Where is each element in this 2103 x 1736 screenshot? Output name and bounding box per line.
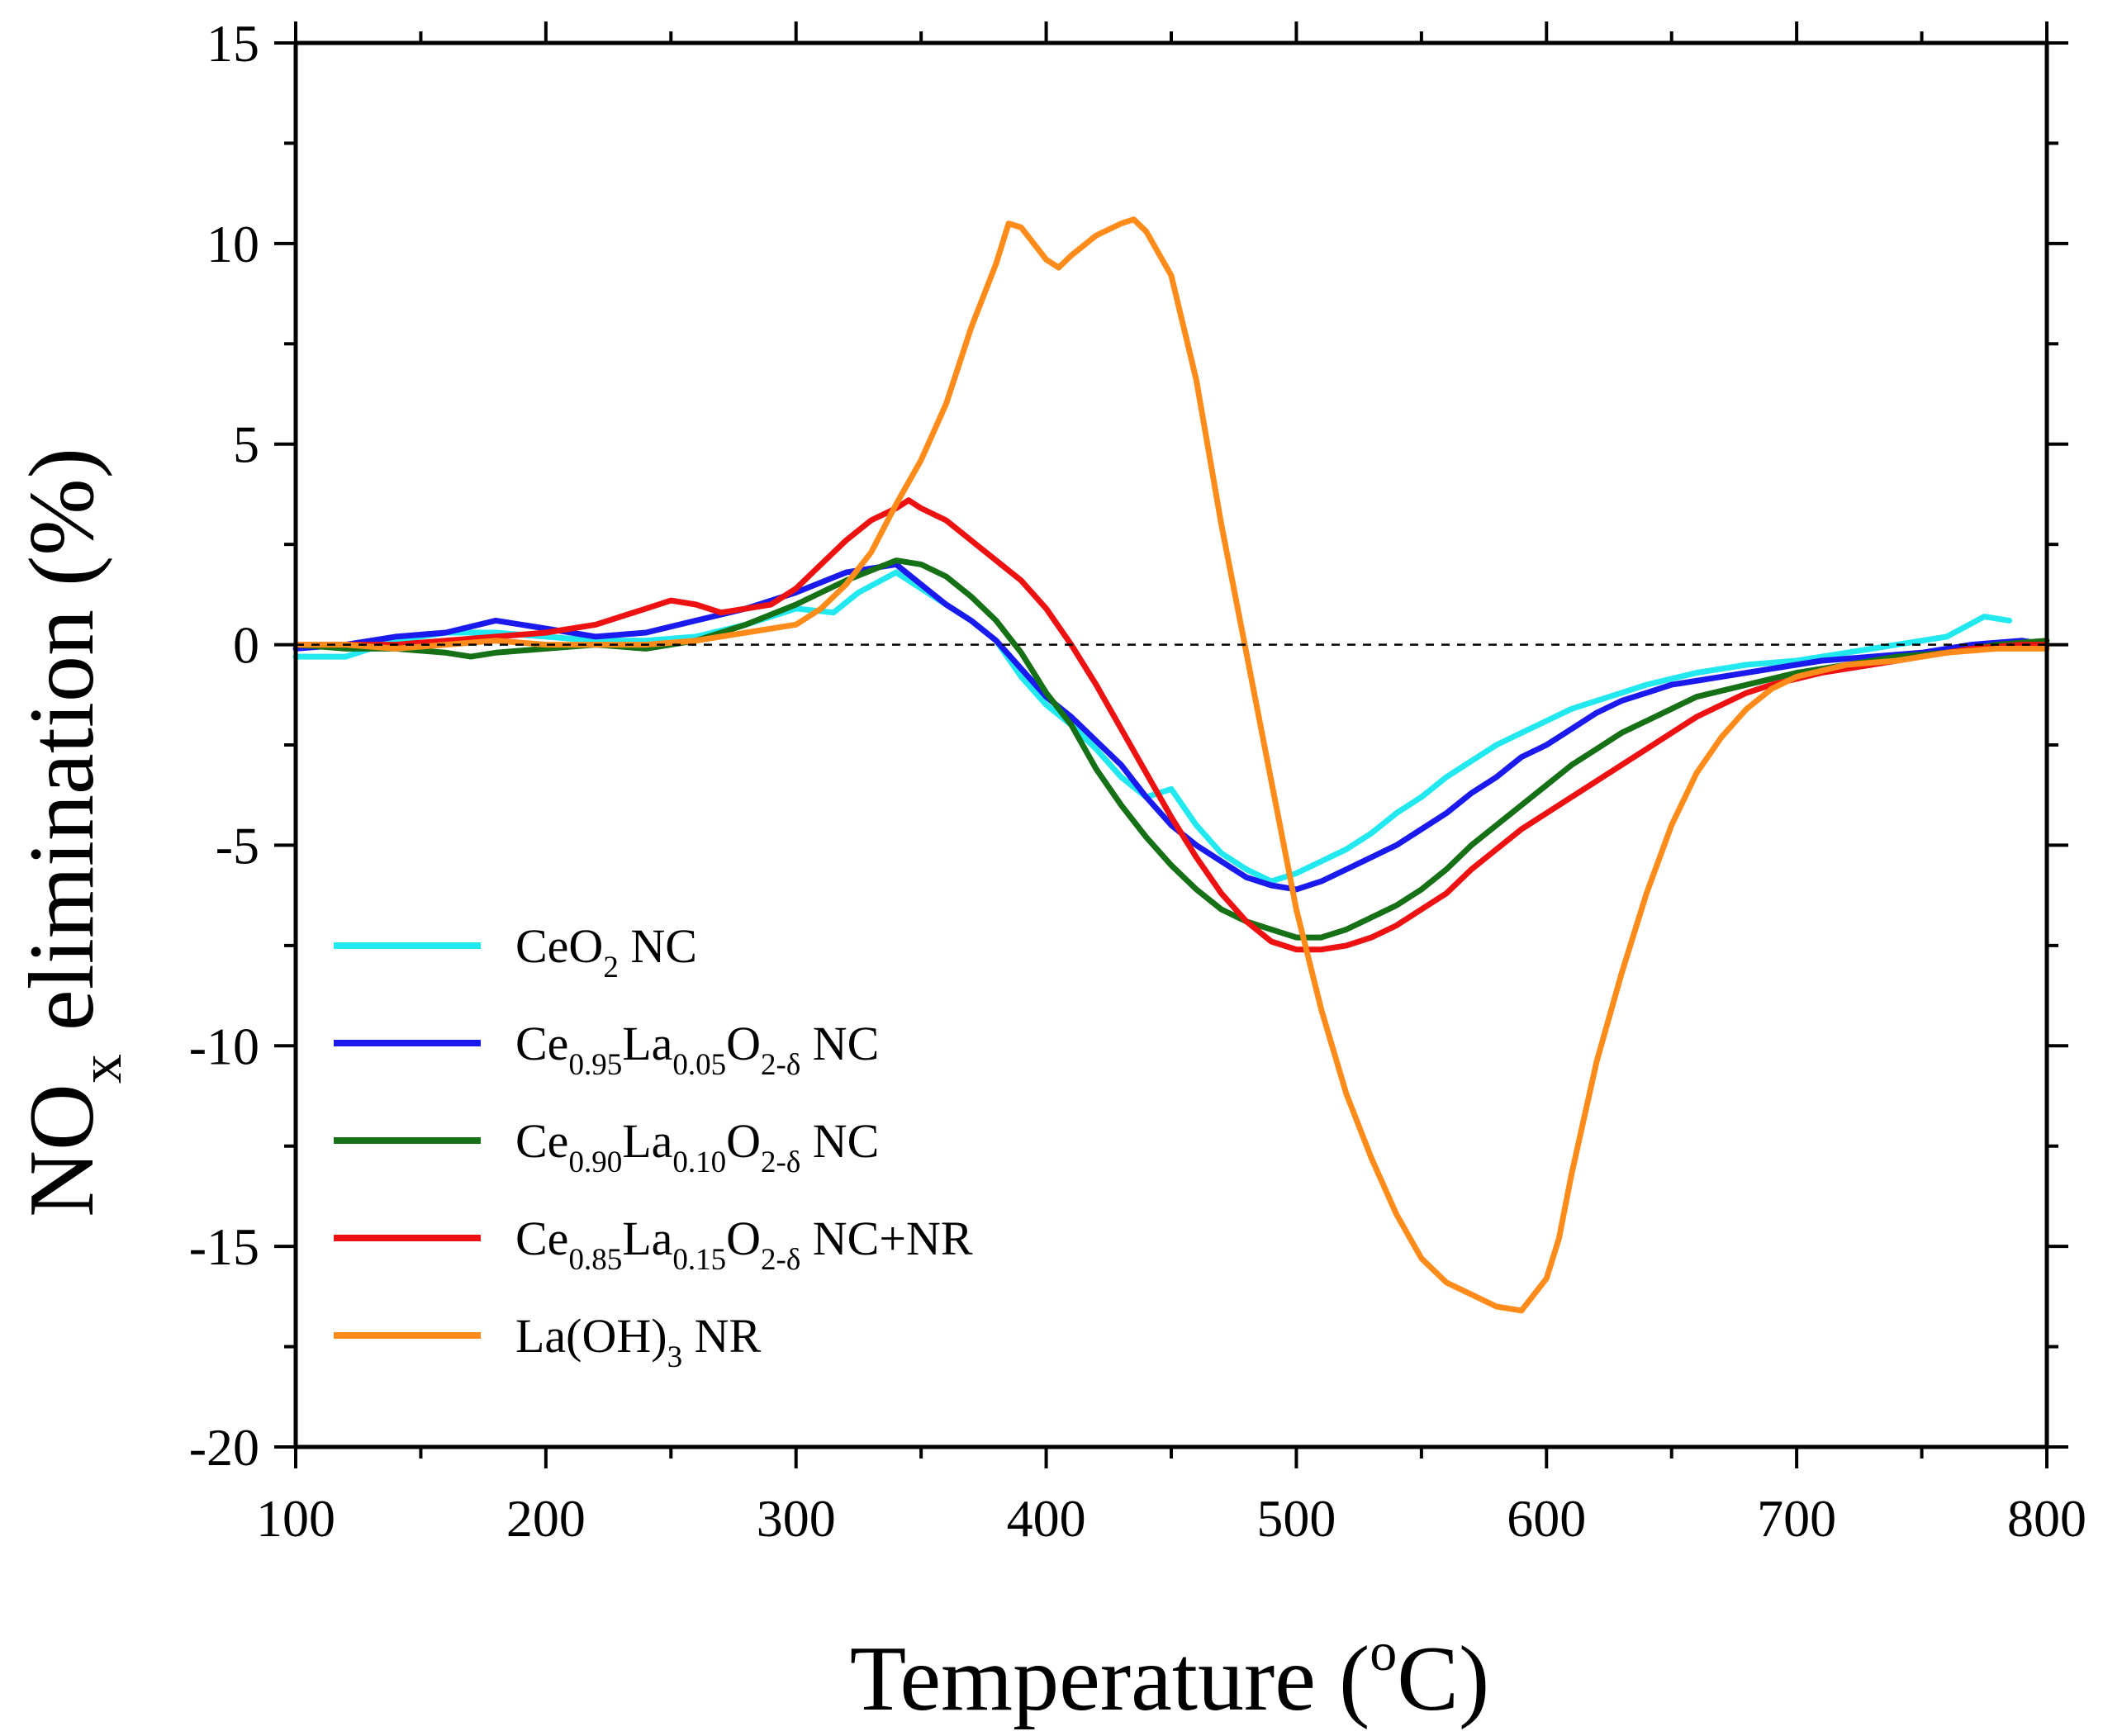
- legend-label-subscript: 2-δ: [761, 1145, 800, 1179]
- legend-label-text: NC+NR: [800, 1212, 973, 1265]
- x-axis-title-sup: o: [1370, 1622, 1397, 1682]
- y-tick-labels: 15 10 5 0 -5 -10 -15 -20: [189, 14, 259, 1477]
- legend-label-text: Ce: [515, 1017, 568, 1070]
- legend-label-subscript: 3: [667, 1340, 683, 1374]
- y-tick-label: -15: [189, 1217, 259, 1276]
- legend-label-subscript: 0.90: [568, 1145, 622, 1179]
- legend-label-subscript: 2: [603, 951, 619, 984]
- y-axis-title-pre: NO: [11, 1084, 113, 1217]
- x-tick-label: 100: [256, 1489, 335, 1548]
- legend-label-subscript: 2-δ: [761, 1243, 800, 1277]
- y-axis-title-post: elimination (%): [11, 448, 113, 1054]
- x-axis-title: Temperature (oC): [850, 1622, 1490, 1730]
- y-tick-label: -5: [216, 816, 259, 875]
- legend-label-text: La: [622, 1017, 672, 1070]
- legend-label-4: Ce0.85La0.15O2-δ NC+NR: [515, 1212, 973, 1277]
- x-tick-label: 500: [1256, 1489, 1336, 1548]
- legend-label-3: Ce0.90La0.10O2-δ NC: [515, 1114, 879, 1179]
- x-tick-labels: 100 200 300 400 500 600 700 800: [256, 1489, 2086, 1548]
- y-tick-label: 5: [233, 415, 259, 474]
- y-tick-label: -10: [189, 1017, 259, 1075]
- legend-label-text: Ce: [515, 1212, 568, 1265]
- legend-label-text: Ce: [515, 1114, 568, 1168]
- legend-label-5: La(OH)3 NR: [515, 1309, 761, 1374]
- legend-label-text: La(OH): [515, 1309, 667, 1363]
- legend-label-text: La: [622, 1212, 672, 1265]
- x-tick-label: 600: [1507, 1489, 1586, 1548]
- y-axis-title: NOx elimination (%): [11, 448, 134, 1217]
- x-tick-label: 400: [1007, 1489, 1086, 1548]
- legend-label-text: NC: [619, 919, 697, 973]
- legend-label-subscript: 0.85: [568, 1243, 622, 1277]
- legend-label-text: NC: [800, 1114, 879, 1168]
- legend-label-text: O: [726, 1017, 761, 1070]
- x-axis-title-tail: C): [1397, 1628, 1489, 1730]
- series-line-5: [292, 216, 2050, 1314]
- legend-label-subscript: 2-δ: [761, 1048, 800, 1082]
- x-tick-label: 700: [1757, 1489, 1836, 1548]
- series-layer: [292, 216, 2050, 1314]
- legend-label-1: CeO2 NC: [515, 919, 697, 984]
- x-tick-label: 200: [506, 1489, 586, 1548]
- y-tick-label: 10: [207, 215, 259, 273]
- legend-label-text: La: [622, 1114, 672, 1168]
- x-axis-title-main: Temperature (: [850, 1628, 1370, 1730]
- legend-label-text: CeO: [515, 919, 603, 973]
- legend-label-text: O: [726, 1114, 761, 1168]
- y-tick-label: -20: [189, 1418, 259, 1477]
- legend-label-text: NR: [682, 1309, 761, 1363]
- legend-label-text: O: [726, 1212, 761, 1265]
- x-tick-label: 300: [757, 1489, 836, 1548]
- y-tick-label: 0: [233, 616, 259, 675]
- x-tick-label: 800: [2007, 1489, 2086, 1548]
- legend-label-text: NC: [800, 1017, 879, 1070]
- ticks-layer: [274, 21, 2068, 1468]
- legend-label-subscript: 0.15: [672, 1243, 726, 1277]
- legend-label-subscript: 0.10: [672, 1145, 726, 1179]
- legend-label-subscript: 0.95: [568, 1048, 622, 1082]
- series-line-4: [292, 497, 2050, 953]
- y-axis-title-sub: x: [68, 1054, 134, 1084]
- legend-label-subscript: 0.05: [672, 1048, 726, 1082]
- y-tick-label: 15: [207, 14, 259, 73]
- legend-label-2: Ce0.95La0.05O2-δ NC: [515, 1017, 879, 1082]
